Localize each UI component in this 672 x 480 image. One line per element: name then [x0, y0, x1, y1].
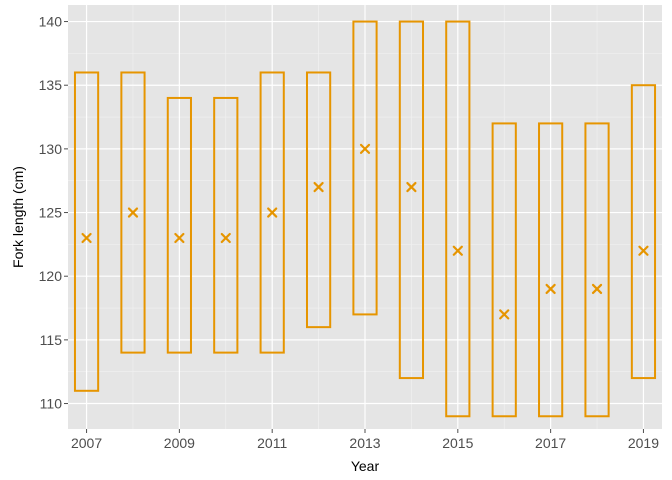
axis-ticks: 110 115 120 125 130 135 140 2007 2009 2011 2013 201…: [39, 14, 660, 451]
x-tick-label: 2013: [349, 435, 380, 451]
mean-marker-2017: [545, 283, 556, 295]
mean-marker-2014: [406, 181, 417, 193]
y-tick-label: 110: [40, 396, 63, 412]
mean-marker-2019: [638, 245, 649, 256]
mean-marker-2013: [359, 143, 371, 154]
y-tick-label: 115: [40, 332, 63, 348]
mean-marker-2015: [452, 245, 463, 256]
x-tick-label: 2019: [628, 435, 659, 451]
range-box-2009: [166, 96, 192, 354]
x-tick-label: 2015: [442, 435, 473, 451]
range-box-2008: [120, 71, 146, 354]
mean-marker-2009: [174, 232, 185, 244]
mean-marker-2016: [499, 309, 510, 320]
y-axis-title: Fork length (cm): [10, 166, 26, 268]
y-tick-label: 120: [39, 268, 63, 284]
range-box-2014: [398, 20, 425, 380]
mean-marker-2008: [127, 207, 139, 218]
range-box-2012: [305, 71, 332, 329]
y-tick-label: 135: [39, 77, 63, 93]
x-tick-label: 2009: [164, 435, 195, 451]
mean-marker-2007: [81, 232, 92, 244]
range-box-2017: [538, 122, 564, 418]
range-box-2019: [630, 84, 657, 380]
range-box-2015: [445, 20, 471, 418]
range-box-2010: [213, 96, 239, 354]
range-box-2018: [584, 122, 610, 418]
x-axis-title: Year: [351, 458, 380, 474]
x-tick-label: 2007: [71, 435, 102, 451]
y-tick-label: 140: [39, 14, 63, 30]
y-tick-label: 125: [39, 205, 63, 221]
mean-marker-2011: [267, 207, 278, 218]
x-tick-label: 2011: [257, 435, 287, 451]
range-box-2007: [73, 71, 100, 392]
range-box-2016: [491, 122, 517, 418]
range-box-2011: [259, 71, 285, 354]
mean-marker-2010: [220, 232, 231, 244]
series-marks: [73, 20, 657, 418]
y-tick-label: 130: [39, 141, 63, 157]
x-tick-label: 2017: [535, 435, 566, 451]
mean-marker-2018: [591, 283, 603, 295]
mean-marker-2012: [313, 181, 324, 193]
range-box-2013: [352, 20, 378, 316]
